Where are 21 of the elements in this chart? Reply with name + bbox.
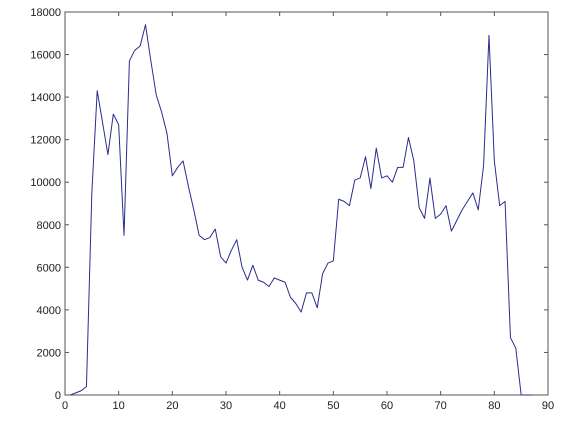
- x-tick-label: 30: [220, 400, 232, 412]
- y-tick-label: 16000: [30, 50, 61, 62]
- x-tick-label: 80: [488, 400, 500, 412]
- y-tick-label: 4000: [36, 304, 61, 317]
- y-tick-label: 8000: [36, 220, 61, 232]
- x-tick-label: 0: [62, 400, 68, 412]
- y-tick-label: 18000: [30, 7, 61, 19]
- x-tick-label: 10: [112, 400, 125, 412]
- x-tick-label: 40: [274, 400, 286, 412]
- y-tick-label: 2000: [36, 347, 61, 360]
- y-tick-label: 0: [54, 390, 61, 402]
- x-tick-label: 70: [434, 400, 447, 412]
- line-series: [70, 24, 532, 396]
- y-tick-label: 14000: [30, 92, 61, 104]
- x-tick-label: 20: [166, 400, 178, 412]
- y-tick-label: 10000: [30, 177, 61, 190]
- y-tick-label: 6000: [36, 262, 61, 274]
- y-tick-label: 12000: [30, 134, 61, 147]
- x-tick-label: 50: [327, 400, 340, 412]
- x-tick-label: 90: [542, 400, 554, 412]
- x-tick-label: 60: [380, 400, 394, 412]
